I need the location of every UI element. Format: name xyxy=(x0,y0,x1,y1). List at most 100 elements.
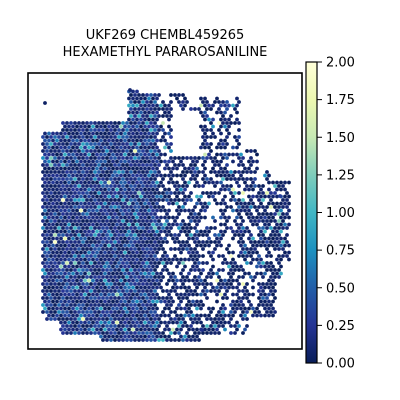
spot-point xyxy=(121,198,125,202)
spot-point xyxy=(123,180,127,185)
spot-point xyxy=(57,177,61,181)
spot-point xyxy=(105,338,109,342)
spot-point xyxy=(225,296,229,300)
spot-point xyxy=(97,198,101,202)
spot-point xyxy=(227,215,231,220)
spot-point xyxy=(95,166,99,171)
spot-point xyxy=(77,275,81,279)
spot-point xyxy=(117,282,121,286)
colorbar-tick-label: 0.25 xyxy=(326,319,355,334)
spot-point xyxy=(71,138,75,143)
spot-point xyxy=(53,317,57,321)
spot-point xyxy=(61,149,65,153)
spot-point xyxy=(121,317,125,321)
spot-point xyxy=(191,250,195,255)
spot-point xyxy=(93,289,97,293)
spot-point xyxy=(73,331,77,335)
spot-point xyxy=(61,128,65,132)
spot-point xyxy=(175,166,179,171)
spot-point xyxy=(79,173,83,178)
spot-point xyxy=(111,327,115,332)
spot-point xyxy=(47,208,51,213)
spot-point xyxy=(137,114,141,118)
spot-point xyxy=(77,324,81,328)
spot-point xyxy=(157,170,161,174)
spot-point xyxy=(87,271,91,276)
spot-point xyxy=(153,331,157,335)
spot-point xyxy=(125,219,129,223)
spot-point xyxy=(229,275,233,279)
spot-point xyxy=(49,191,53,195)
spot-point xyxy=(267,285,271,290)
spot-point xyxy=(139,201,143,206)
spot-point xyxy=(53,149,57,153)
spot-point xyxy=(69,219,73,223)
spot-point xyxy=(243,271,247,276)
spot-point xyxy=(91,187,95,192)
spot-point xyxy=(57,317,61,321)
spot-point xyxy=(269,303,273,307)
spot-point xyxy=(243,187,247,192)
spot-point xyxy=(83,320,87,325)
spot-point xyxy=(141,177,145,181)
spot-point xyxy=(247,159,251,164)
spot-point xyxy=(79,124,83,129)
spot-point xyxy=(163,131,167,136)
spot-point xyxy=(87,215,91,220)
spot-point xyxy=(95,320,99,325)
spot-point xyxy=(45,310,49,314)
spot-point xyxy=(213,331,217,335)
spot-point xyxy=(249,163,253,167)
spot-point xyxy=(83,250,87,255)
spot-point xyxy=(153,275,157,279)
spot-point xyxy=(145,303,149,307)
spot-point xyxy=(101,205,105,209)
spot-point xyxy=(211,103,215,108)
spot-point xyxy=(83,271,87,276)
spot-point xyxy=(89,254,93,258)
spot-point xyxy=(79,313,83,318)
spot-point xyxy=(189,338,193,342)
spot-point xyxy=(139,285,143,290)
spot-point xyxy=(231,173,235,178)
spot-point xyxy=(135,271,139,276)
spot-point xyxy=(109,289,113,293)
spot-point xyxy=(73,163,77,167)
spot-point xyxy=(61,219,65,223)
spot-point xyxy=(127,215,131,220)
spot-point xyxy=(187,271,191,276)
spot-point xyxy=(201,254,205,258)
spot-point xyxy=(239,222,243,227)
spot-point xyxy=(225,226,229,230)
spot-point xyxy=(193,156,197,160)
spot-point xyxy=(135,138,139,143)
spot-point xyxy=(131,180,135,185)
spot-point xyxy=(233,135,237,139)
spot-point xyxy=(121,324,125,328)
spot-point xyxy=(263,313,267,318)
spot-point xyxy=(197,331,201,335)
spot-point xyxy=(171,278,175,283)
spot-point xyxy=(71,313,75,318)
spot-point xyxy=(67,264,71,269)
spot-point xyxy=(51,292,55,297)
spot-point xyxy=(149,184,153,188)
spot-point xyxy=(241,240,245,244)
spot-point xyxy=(159,285,163,290)
spot-point xyxy=(111,131,115,136)
spot-point xyxy=(61,331,65,335)
spot-point xyxy=(127,306,131,311)
spot-point xyxy=(189,156,193,160)
spot-point xyxy=(257,254,261,258)
spot-point xyxy=(175,222,179,227)
spot-point xyxy=(125,177,129,181)
spot-point xyxy=(187,236,191,241)
spot-point xyxy=(181,205,185,209)
spot-point xyxy=(237,254,241,258)
spot-point xyxy=(193,226,197,230)
spot-point xyxy=(191,159,195,164)
spot-point xyxy=(123,166,127,171)
spot-point xyxy=(137,142,141,146)
spot-point xyxy=(185,303,189,307)
spot-point xyxy=(67,152,71,157)
